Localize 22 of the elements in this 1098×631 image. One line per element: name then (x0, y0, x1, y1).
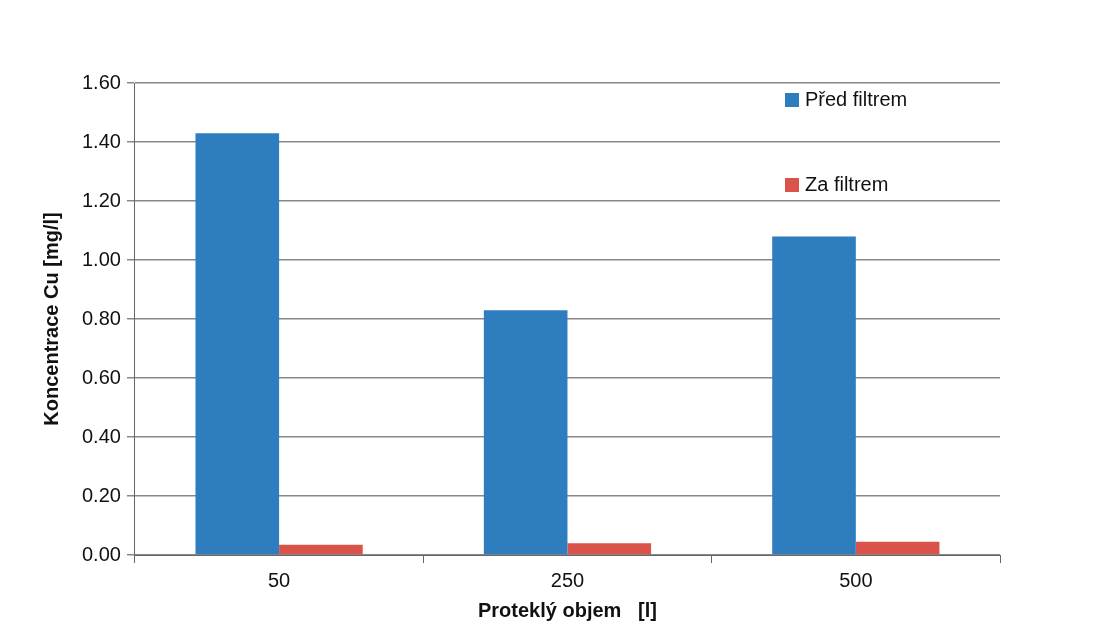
y-tick-label: 1.20 (81, 188, 121, 211)
y-tick-label: 1.60 (81, 70, 121, 93)
y-tick-label: 0.60 (81, 365, 121, 388)
bar (772, 236, 856, 555)
x-tick-label: 50 (267, 568, 291, 591)
bar (279, 544, 363, 555)
x-axis-title: Proteklý objem [l] (477, 598, 657, 621)
bar (483, 310, 568, 555)
y-tick-label: 0.80 (81, 306, 121, 329)
bar (195, 133, 280, 555)
y-tick-label: 1.40 (81, 129, 121, 152)
bar (567, 543, 652, 555)
y-tick-label: 0.40 (81, 424, 121, 447)
x-tick-label: 250 (550, 568, 585, 591)
y-tick-label: 0.20 (81, 483, 121, 506)
bar (855, 541, 940, 555)
legend-label: Před filtrem (805, 87, 908, 110)
x-tick-label: 500 (839, 568, 873, 591)
y-axis-title: Koncentrace Cu [mg/l] (39, 212, 62, 426)
legend-label: Za filtrem (805, 172, 889, 195)
y-tick-label: 1.00 (81, 247, 121, 270)
y-tick-label: 0.00 (81, 542, 121, 565)
